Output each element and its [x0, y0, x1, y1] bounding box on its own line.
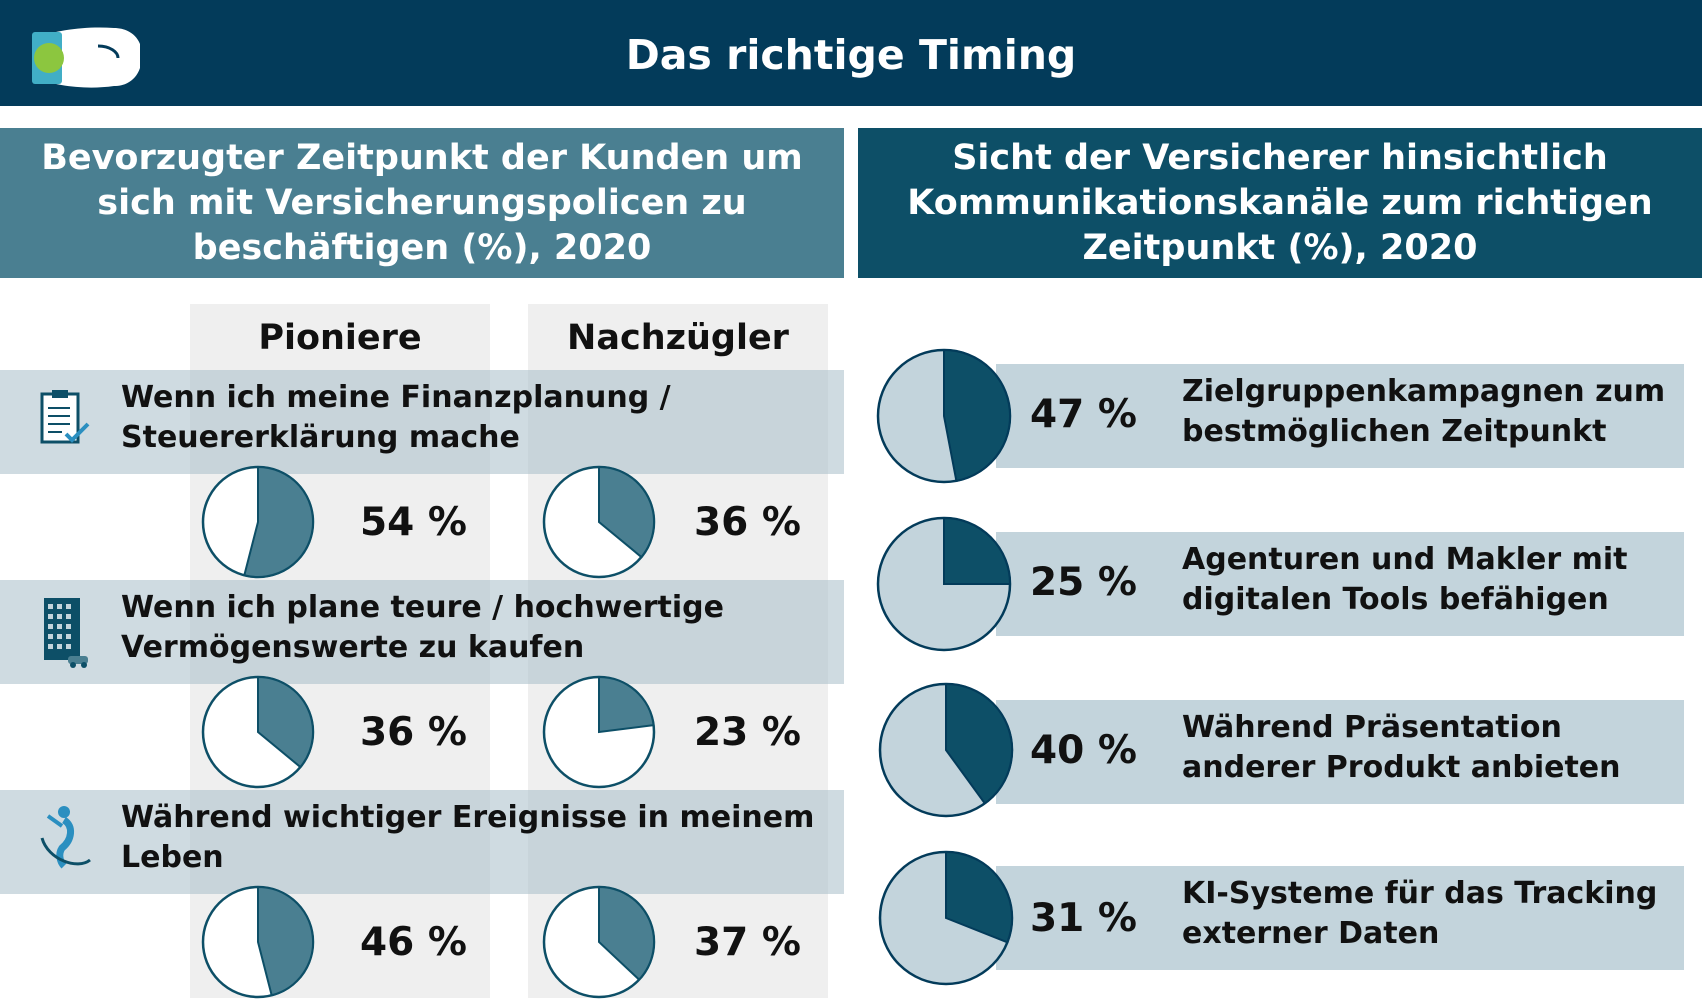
pie-slice: [257, 885, 314, 997]
clipboard-checklist-icon: [38, 388, 90, 452]
value-label-ereignisse-pioniere: 46 %: [360, 920, 467, 965]
row-label-finanzplanung: Wenn ich meine Finanzplanung / Steuererk…: [121, 380, 671, 455]
value-label-zielgruppen: 47 %: [1030, 392, 1137, 437]
value-label-ereignisse-nachzuegler: 37 %: [694, 920, 801, 965]
value-label-finanzplanung-nachzuegler: 36 %: [694, 500, 801, 545]
value-label-ki-systeme: 31 %: [1030, 896, 1137, 941]
right-band-zielgruppen: [996, 364, 1684, 468]
pie-agenturen: [876, 516, 1012, 652]
row-label-vermoegenswerte: Wenn ich plane teure / hochwertige Vermö…: [121, 590, 724, 665]
value-label-vermoegenswerte-nachzuegler: 23 %: [694, 710, 801, 755]
building-icon: [38, 596, 90, 672]
pie-slice: [598, 885, 655, 982]
item-label-ki-systeme: KI-Systeme für das Tracking externer Dat…: [1182, 876, 1658, 951]
pie-vermoegenswerte-pioniere: [201, 675, 315, 789]
value-label-finanzplanung-pioniere: 54 %: [360, 500, 467, 545]
left-chart-title: Bevorzugter Zeitpunkt der Kunden um sich…: [0, 128, 844, 278]
value-label-praesentation: 40 %: [1030, 728, 1137, 773]
value-label-vermoegenswerte-pioniere: 36 %: [360, 710, 467, 755]
right-band-ki-systeme: [996, 866, 1684, 970]
page-title: Das richtige Timing: [625, 31, 1077, 79]
person-celebrating-icon: [38, 804, 94, 874]
header-bar: [0, 0, 1702, 106]
right-chart-title: Sicht der Versicherer hinsichtlich Kommu…: [858, 128, 1702, 278]
pie-finanzplanung-nachzuegler: [542, 465, 656, 579]
watch-icon: [26, 24, 144, 96]
row-label-ereignisse: Während wichtiger Ereignisse in meinem L…: [121, 800, 815, 875]
pie-zielgruppen: [876, 348, 1012, 484]
pie-slice: [943, 348, 1011, 483]
pie-praesentation: [878, 682, 1014, 818]
pie-ki-systeme: [878, 850, 1014, 986]
row-band-finanzplanung: [0, 370, 844, 474]
item-label-praesentation: Während Präsentation anderer Produkt anb…: [1182, 710, 1621, 785]
pie-slice: [243, 465, 314, 578]
row-band-ereignisse: [0, 790, 844, 894]
column-header-nachzuegler: Nachzügler: [567, 318, 789, 358]
pie-ereignisse-pioniere: [201, 885, 315, 999]
pie-slice: [945, 682, 1013, 805]
pie-slice: [943, 516, 1012, 585]
column-header-pioniere: Pioniere: [258, 318, 422, 358]
pie-vermoegenswerte-nachzuegler: [542, 675, 656, 789]
pie-slice: [598, 465, 655, 559]
item-label-zielgruppen: Zielgruppenkampagnen zum bestmöglichen Z…: [1182, 374, 1666, 449]
value-label-agenturen: 25 %: [1030, 560, 1137, 605]
pie-slice: [945, 850, 1013, 944]
item-label-agenturen: Agenturen und Makler mit digitalen Tools…: [1182, 542, 1628, 617]
pie-finanzplanung-pioniere: [201, 465, 315, 579]
row-band-vermoegenswerte: [0, 580, 844, 684]
pie-slice: [598, 675, 655, 734]
pie-slice: [257, 675, 314, 769]
right-band-praesentation: [996, 700, 1684, 804]
pie-ereignisse-nachzuegler: [542, 885, 656, 999]
right-band-agenturen: [996, 532, 1684, 636]
